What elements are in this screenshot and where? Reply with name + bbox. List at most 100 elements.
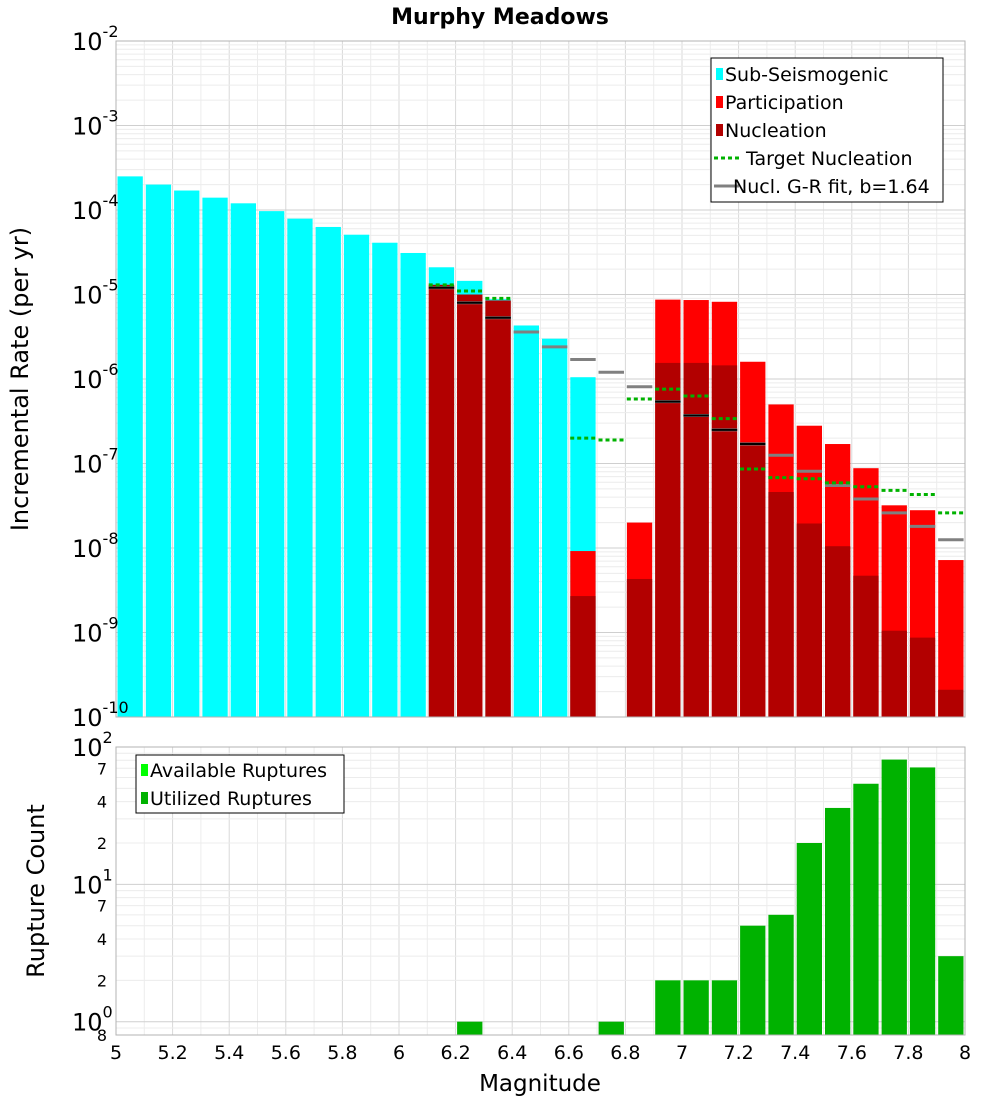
nucleation-bar — [796, 523, 822, 717]
utilized-ruptures-bar — [740, 925, 766, 1035]
utilized-ruptures-bar — [796, 843, 822, 1035]
y-minor-tick-label: 8 — [97, 1026, 107, 1045]
chart-title: Murphy Meadows — [391, 5, 609, 30]
utilized-ruptures-bar — [711, 980, 738, 1035]
rate-panel-frame — [115, 40, 966, 718]
nucleation-bar — [740, 441, 766, 717]
y-minor-tick-label: 2 — [97, 834, 107, 853]
utilized-ruptures-bar — [909, 767, 936, 1035]
y-axis-label-rate: Incremental Rate (per yr) — [6, 227, 34, 531]
y-tick-label: 100 — [72, 1003, 113, 1037]
y-minor-tick-label: 2 — [97, 971, 107, 990]
legend-label: Sub-Seismogenic — [725, 64, 889, 86]
x-tick-label: 5.4 — [214, 1042, 244, 1064]
utilized-ruptures-bar — [655, 980, 681, 1035]
sub-seismogenic-bar — [343, 234, 370, 717]
x-tick-labels: 5 5.2 5.4 5.6 5.8 6 6.2 6.4 6.6 6.8 7 7.2 7.4 7.6 7.8 8 — [110, 1042, 971, 1064]
y-minor-tick-label: 7 — [97, 759, 107, 778]
x-tick-label: 6.4 — [497, 1042, 527, 1064]
sub-seismogenic-bar — [372, 242, 398, 717]
x-tick-label: 7.4 — [780, 1042, 810, 1064]
rate-legend-frame — [710, 57, 944, 203]
legend-label: Nucleation — [725, 120, 827, 142]
utilized-ruptures-bar — [457, 1021, 483, 1035]
y-minor-tick-label: 4 — [97, 930, 107, 949]
y-tick-label: 101 — [72, 865, 113, 899]
nucleation-bar — [909, 637, 936, 717]
legend-swatch — [141, 792, 148, 804]
nucleation-bar — [853, 575, 879, 717]
y-tick-label: 10-5 — [72, 276, 119, 310]
utilized-ruptures-bar — [825, 807, 851, 1035]
legend-swatch — [716, 68, 723, 80]
y-tick-label: 10-8 — [72, 529, 119, 563]
nucleation-bar — [938, 689, 964, 717]
x-tick-label: 7.6 — [837, 1042, 867, 1064]
sub-seismogenic-bar — [315, 226, 341, 717]
rate-legend: Sub-Seismogenic Participation Nucleation Ta… — [710, 57, 944, 203]
legend-label: Available Ruptures — [150, 760, 327, 782]
utilized-ruptures-bar — [768, 914, 794, 1035]
count-y-tick-labels: 100 101 102 8 2 4 7 2 4 7 — [72, 728, 113, 1045]
legend-label: Participation — [725, 92, 844, 114]
x-axis-label: Magnitude — [479, 1071, 601, 1097]
y-tick-label: 10-3 — [72, 107, 119, 141]
sub-seismogenic-bar — [287, 218, 313, 717]
sub-seismogenic-bar — [542, 338, 568, 717]
utilized-ruptures-bar — [598, 1021, 624, 1035]
y-minor-tick-label: 7 — [97, 897, 107, 916]
utilized-ruptures-bars — [457, 759, 964, 1035]
sub-seismogenic-bar — [117, 176, 143, 717]
utilized-ruptures-bar — [938, 956, 964, 1035]
y-tick-label: 10-9 — [72, 614, 119, 648]
x-tick-label: 6 — [393, 1042, 405, 1064]
sub-seismogenic-bar — [174, 190, 200, 717]
nucleation-bar — [655, 362, 681, 717]
y-tick-label: 102 — [72, 728, 113, 762]
x-tick-label: 6.6 — [554, 1042, 584, 1064]
nucleation-bar — [626, 578, 653, 717]
x-tick-label: 5.2 — [157, 1042, 187, 1064]
y-tick-label: 10-4 — [72, 191, 119, 225]
legend-label: Target Nucleation — [745, 148, 913, 170]
nucleation-bar — [825, 546, 851, 717]
x-tick-label: 7.8 — [893, 1042, 923, 1064]
nucleation-bar — [683, 362, 709, 717]
x-tick-label: 5 — [110, 1042, 122, 1064]
nucleation-bar — [428, 284, 455, 717]
sub-seismogenic-bars — [117, 176, 596, 718]
x-tick-label: 7 — [676, 1042, 688, 1064]
nucleation-bar — [881, 630, 907, 717]
utilized-ruptures-bar — [853, 783, 879, 1035]
y-tick-label: 10-6 — [72, 360, 119, 394]
target-nucleation-segments — [428, 283, 964, 515]
nucleation-bar — [570, 596, 596, 717]
x-tick-label: 6.2 — [440, 1042, 470, 1064]
sub-seismogenic-bar — [145, 184, 172, 717]
count-panel-frame — [115, 746, 966, 1036]
y-tick-label: 10-2 — [72, 22, 119, 56]
sub-seismogenic-bar — [400, 252, 426, 718]
x-tick-label: 8 — [959, 1042, 971, 1064]
legend-swatch — [141, 764, 148, 776]
x-tick-label: 6.8 — [610, 1042, 640, 1064]
y-tick-label: 10-10 — [72, 698, 129, 732]
nucleation-bar — [768, 491, 794, 717]
sub-seismogenic-bar — [513, 325, 539, 717]
sub-seismogenic-bar — [230, 203, 256, 717]
y-minor-tick-label: 4 — [97, 793, 107, 812]
sub-seismogenic-bar — [202, 197, 228, 718]
y-axis-label-count: Rupture Count — [22, 804, 50, 978]
utilized-ruptures-bar — [881, 759, 907, 1035]
legend-label: Nucl. G-R fit, b=1.64 — [733, 176, 930, 198]
gr-fit-overlay — [428, 286, 766, 446]
nucleation-bar — [457, 294, 483, 717]
x-tick-label: 7.2 — [723, 1042, 753, 1064]
x-tick-label: 5.6 — [271, 1042, 301, 1064]
count-legend-frame — [135, 754, 345, 814]
nucleation-bar — [711, 365, 738, 717]
legend-swatch — [716, 96, 723, 108]
rate-y-tick-labels: 10-10 10-9 10-8 10-7 10-6 10-5 10-4 10-3 10-2 — [72, 22, 129, 732]
